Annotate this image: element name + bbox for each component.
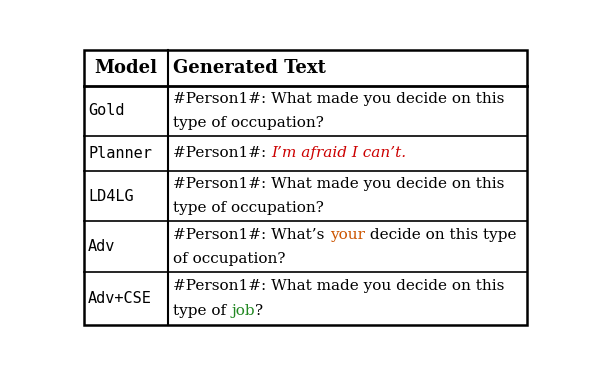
- Text: Generated Text: Generated Text: [173, 59, 326, 77]
- Text: type of: type of: [173, 304, 231, 318]
- Text: #Person1#: What made you decide on this: #Person1#: What made you decide on this: [173, 279, 505, 293]
- Text: I’m afraid I can’t.: I’m afraid I can’t.: [271, 147, 406, 160]
- Text: type of occupation?: type of occupation?: [173, 116, 324, 129]
- Text: Gold: Gold: [88, 103, 125, 118]
- Text: #Person1#: What’s: #Person1#: What’s: [173, 228, 330, 242]
- Text: job: job: [231, 304, 255, 318]
- Text: ?: ?: [255, 304, 263, 318]
- Text: Adv+CSE: Adv+CSE: [88, 291, 152, 306]
- Text: #Person1#:: #Person1#:: [173, 147, 271, 160]
- Text: Model: Model: [94, 59, 157, 77]
- Text: your: your: [330, 228, 365, 242]
- Text: #Person1#: What made you decide on this: #Person1#: What made you decide on this: [173, 92, 505, 106]
- Text: LD4LG: LD4LG: [88, 189, 134, 204]
- Text: #Person1#: What made you decide on this: #Person1#: What made you decide on this: [173, 177, 505, 192]
- Text: of occupation?: of occupation?: [173, 251, 286, 266]
- Text: Planner: Planner: [88, 146, 152, 161]
- Text: Adv: Adv: [88, 239, 116, 254]
- Text: type of occupation?: type of occupation?: [173, 201, 324, 215]
- Text: decide on this type: decide on this type: [365, 228, 516, 242]
